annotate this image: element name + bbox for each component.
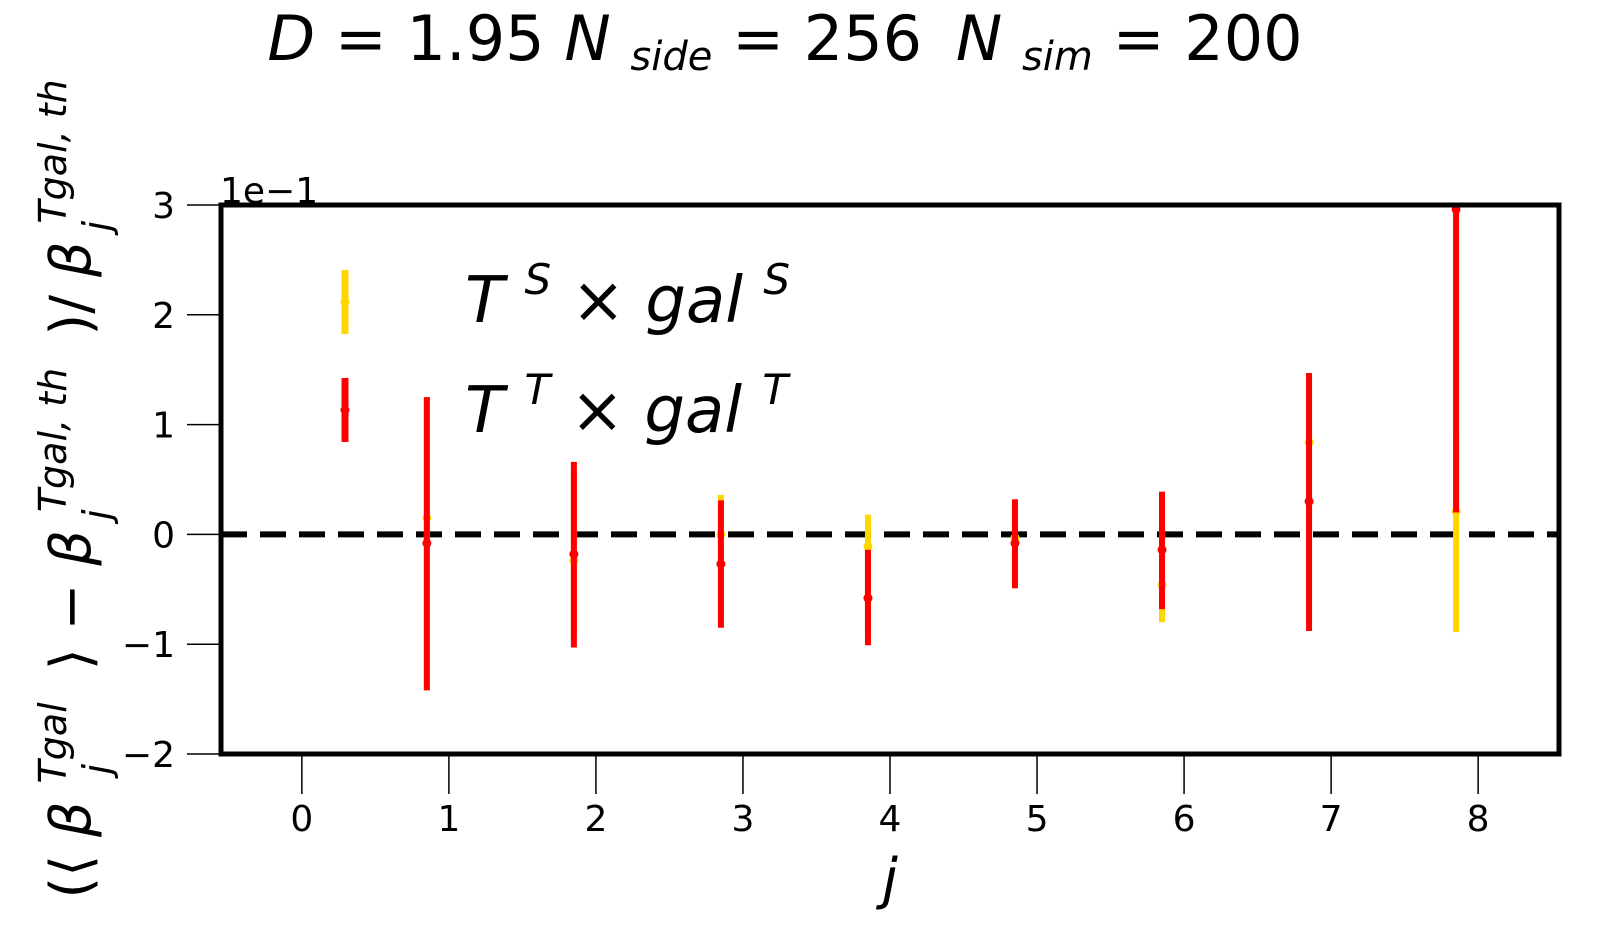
y-tick-label-3: 1	[152, 406, 175, 447]
x-tick-label-2: 2	[584, 799, 607, 840]
title-eq-3: =	[1113, 2, 1165, 75]
title-nside-value: 256	[804, 2, 922, 75]
ylabel-beta-2: β	[39, 530, 104, 567]
legend-dot-series-0	[340, 297, 350, 307]
point-series-1-0	[422, 538, 432, 548]
legend-item-series-0: T S × gal S	[340, 236, 790, 338]
ylabel-sub-1: j	[75, 764, 119, 780]
x-tick-label-7: 7	[1320, 799, 1343, 840]
legend-1-times: ×	[570, 374, 644, 448]
series-group	[422, 204, 1461, 691]
point-series-1-4	[1010, 538, 1020, 548]
legend-label-series-1: T T × gal T	[465, 346, 791, 448]
title-nside-sub: side	[630, 34, 712, 80]
x-tick-label-0: 0	[290, 799, 313, 840]
title-nsim-sub: sim	[1022, 34, 1093, 80]
ylabel-slash: )/	[39, 295, 104, 336]
x-tick-label-4: 4	[879, 799, 902, 840]
point-series-0-3	[863, 541, 873, 551]
legend-0-times: ×	[571, 264, 645, 338]
legend-1-sup2: T	[762, 365, 791, 414]
legend-0-sup2: S	[763, 255, 790, 304]
ylabel-beta-1: β	[39, 801, 104, 838]
y-tick-label-2: 0	[152, 515, 175, 556]
legend-label-series-0: T S × gal S	[465, 236, 790, 338]
y-tick-label-5: 3	[152, 186, 175, 227]
ylabel-sup-2: Tgal, th	[31, 368, 75, 512]
legend: T S × gal S T T × gal T	[340, 236, 791, 448]
point-series-1-5	[1157, 545, 1167, 555]
ylabel-beta-3: β	[39, 241, 104, 278]
x-tick-label-1: 1	[437, 799, 460, 840]
ylabel-sup-3: Tgal, th	[31, 79, 75, 223]
ylabel-open-paren: (⟨	[39, 855, 104, 899]
legend-1-sup1: T	[524, 365, 553, 414]
title-nsim-value: 200	[1184, 2, 1302, 75]
title-nside-label: N	[564, 2, 610, 75]
ylabel-minus: −	[39, 584, 104, 631]
x-tick-label-5: 5	[1026, 799, 1049, 840]
x-tick-label-6: 6	[1173, 799, 1196, 840]
y-tick-label-4: 2	[152, 296, 175, 337]
ylabel-close-angle: ⟩	[39, 648, 104, 670]
title-d-value: 1.95	[407, 2, 545, 75]
x-axis-label: j	[875, 847, 898, 912]
legend-1-main2: gal	[644, 374, 742, 448]
ticks-group: 0 1 2 3 4 5 6 7 8 −2 −1 0 1 2 3	[122, 186, 1490, 840]
legend-0-main2: gal	[645, 264, 743, 338]
y-axis-label: (⟨ β Tgal j ⟩ − β Tgal, th j )/ β Tgal, …	[15, 61, 124, 898]
legend-0-sup1: S	[524, 255, 551, 304]
point-series-1-3	[863, 593, 873, 603]
legend-item-series-1: T T × gal T	[340, 346, 791, 448]
series-1	[422, 204, 1461, 691]
title-eq-1: =	[335, 2, 387, 75]
ylabel-sub-3: j	[75, 220, 119, 236]
title-nsim-label: N	[956, 2, 1002, 75]
ylabel-sub-2: j	[75, 509, 119, 525]
point-series-1-6	[1304, 496, 1314, 506]
y-tick-label-1: −1	[122, 625, 175, 666]
legend-dot-series-1	[340, 405, 350, 415]
title-d-label: D	[267, 2, 315, 75]
ylabel-sup-1: Tgal	[31, 702, 75, 784]
point-series-1-2	[716, 559, 726, 569]
y-tick-label-0: −2	[122, 735, 175, 776]
legend-0-main1: T	[465, 264, 509, 338]
plot-frame	[218, 202, 1562, 757]
x-tick-label-8: 8	[1467, 799, 1490, 840]
chart-title: D = 1.95 N side = 256 N sim = 200	[267, 2, 1302, 85]
legend-1-main1: T	[465, 374, 509, 448]
x-tick-label-3: 3	[732, 799, 755, 840]
point-series-1-1	[569, 549, 579, 559]
title-eq-2: =	[732, 2, 784, 75]
